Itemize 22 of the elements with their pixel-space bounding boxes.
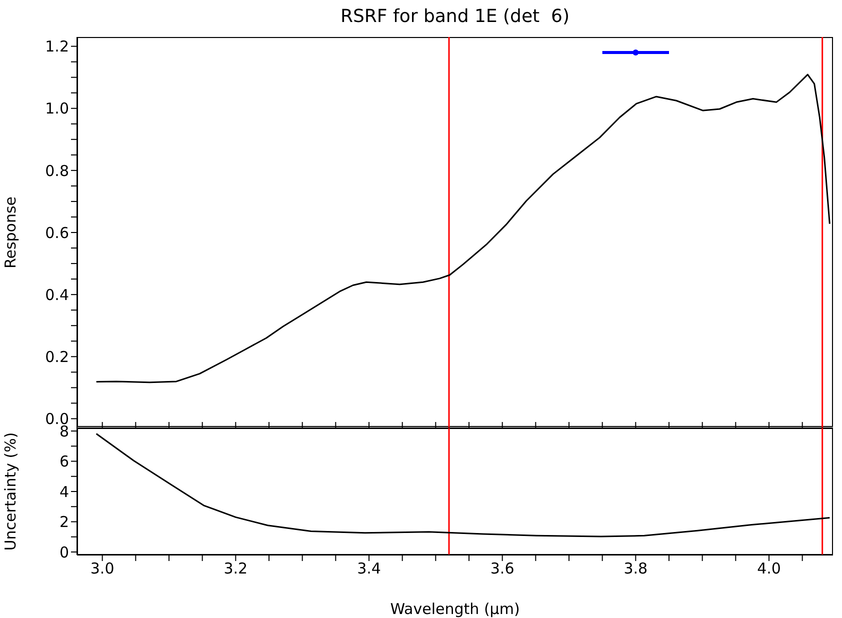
- y-axis-title: Uncertainty (%): [1, 432, 20, 551]
- y-tick-label: 0.4: [45, 286, 69, 304]
- x-tick-label: 3.8: [624, 560, 648, 578]
- y-tick-label: 0: [59, 543, 69, 562]
- y-tick-label: 6: [59, 452, 69, 471]
- y-axis-title: Response: [1, 196, 20, 269]
- chart-title: RSRF for band 1E (det 6): [339, 6, 571, 27]
- y-tick-label: 0.2: [45, 348, 69, 366]
- y-tick-label: 1.0: [45, 100, 69, 118]
- y-tick-label: 1.2: [45, 38, 69, 56]
- y-tick-label: 0.6: [45, 224, 69, 242]
- x-tick-label: 3.4: [357, 560, 381, 578]
- y-tick-label: 0.8: [45, 162, 69, 180]
- y-tick-label: 4: [59, 482, 69, 501]
- x-tick-label: 3.6: [490, 560, 514, 578]
- line-series: [96, 74, 830, 384]
- y-tick-label: 2: [59, 513, 69, 532]
- x-tick-label: 4.0: [757, 560, 781, 578]
- x-tick-label: 3.2: [224, 560, 248, 578]
- x-axis-title: Wavelength (μm): [390, 600, 520, 618]
- x-tick-label: 3.0: [90, 560, 114, 578]
- line-series: [96, 432, 830, 538]
